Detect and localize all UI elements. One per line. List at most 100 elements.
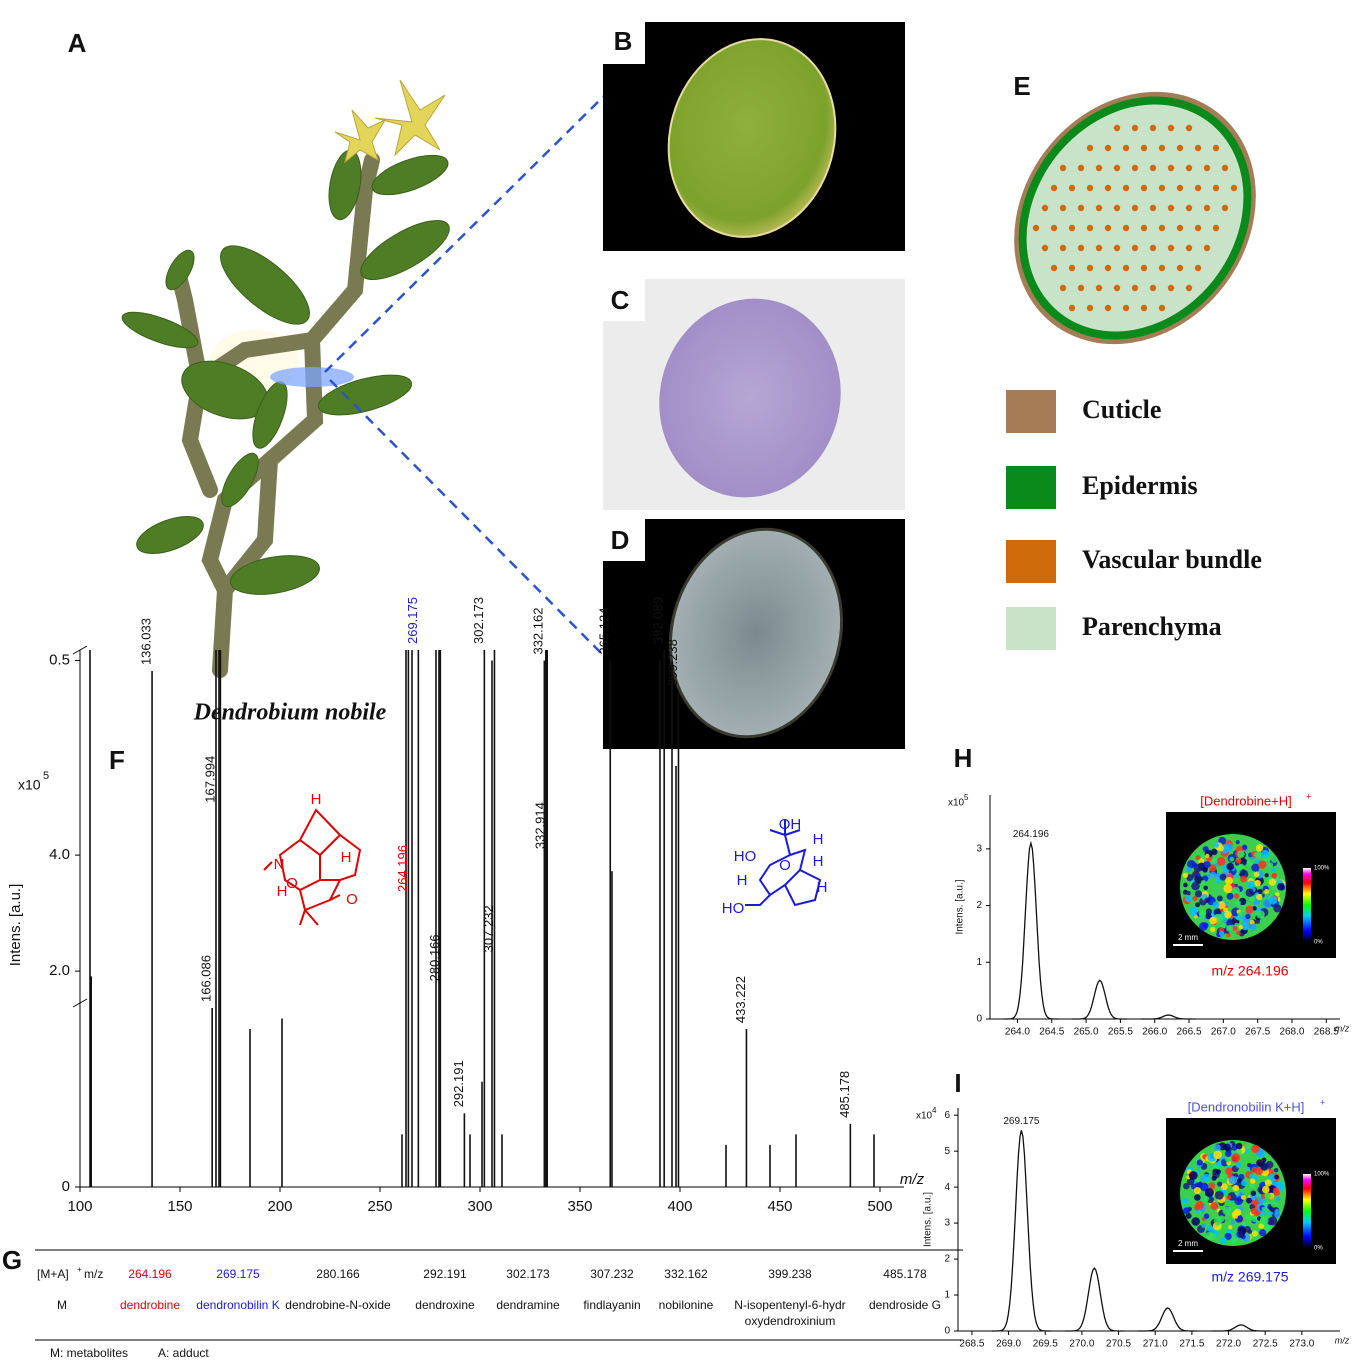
ion-image-pixel — [1271, 872, 1278, 879]
peak-label: 332.914 — [532, 802, 547, 849]
atom-label: H — [813, 831, 824, 848]
y-tick-label: 1 — [976, 957, 982, 968]
x-tick-label: 269.0 — [996, 1339, 1021, 1350]
bundle-dot — [1068, 304, 1076, 312]
ion-image-pixel — [1219, 873, 1227, 881]
image-title-sup: + — [1306, 791, 1311, 801]
label-box — [603, 279, 645, 321]
y-tick-label: 2 — [976, 900, 982, 911]
ion-image-pixel — [1261, 1206, 1266, 1211]
x-tick-label: 266.0 — [1142, 1027, 1167, 1038]
ion-image-pixel — [1187, 1206, 1193, 1212]
legend-swatch — [1006, 607, 1056, 650]
bundle-dot — [1113, 244, 1121, 252]
peak-label: 392.089 — [651, 597, 666, 644]
ion-image-pixel — [1183, 882, 1188, 888]
y-axis-label: Intens. [a.u.] — [955, 879, 966, 934]
bundle-dot — [1149, 204, 1157, 212]
x-tick-label: 272.5 — [1253, 1339, 1278, 1350]
ion-image-pixel — [1186, 874, 1194, 882]
bundle-dot — [1077, 244, 1085, 252]
ion-image-pixel — [1231, 886, 1240, 895]
ion-image-pixel — [1273, 1167, 1279, 1173]
ion-image-pixel — [1234, 1196, 1243, 1206]
ion-image-pixel — [1209, 916, 1217, 925]
atom-label: OH — [779, 816, 802, 833]
legend-label: Cuticle — [1082, 395, 1161, 424]
ion-image-pixel — [1236, 1149, 1242, 1155]
ion-image-pixel — [1187, 859, 1196, 869]
ion-image-pixel — [1222, 1206, 1231, 1216]
ion-image-pixel — [1200, 1182, 1209, 1192]
multiplier-exp: 5 — [964, 793, 969, 802]
zoom-line — [329, 379, 606, 658]
peak-label: 269.175 — [405, 597, 420, 644]
bundle-dot — [1113, 284, 1121, 292]
ion-image-pixel — [1266, 1217, 1274, 1226]
ion-image-pixel — [1218, 1215, 1225, 1223]
atom-label: H — [737, 872, 748, 889]
ion-image-pixel — [1235, 840, 1240, 845]
ion-image-pixel — [1182, 872, 1189, 879]
table-cell: dendroxine — [415, 1298, 475, 1312]
bundle-dot — [1140, 184, 1148, 192]
structure-dendrobine — [263, 808, 362, 926]
ion-image-pixel — [1203, 861, 1211, 869]
ion-image-pixel — [1253, 898, 1260, 905]
x-tick-label: 267.5 — [1245, 1027, 1270, 1038]
ion-image-pixel — [1198, 909, 1206, 917]
legend-label: Epidermis — [1082, 471, 1198, 500]
ion-image-pixel — [1256, 1159, 1264, 1167]
bundle-dot — [1086, 224, 1094, 232]
ion-image-pixel — [1232, 1184, 1240, 1192]
x-tick-label: 400 — [667, 1198, 692, 1215]
y-tick-label: 5 — [944, 1146, 950, 1157]
scale-bar-label: 2 mm — [1178, 1239, 1198, 1248]
peak-label: 264.196 — [1013, 829, 1050, 840]
ion-image-pixel — [1229, 856, 1235, 862]
bundle-dot — [1041, 204, 1049, 212]
bundle-dot — [1140, 224, 1148, 232]
x-tick-label: 269.5 — [1033, 1339, 1058, 1350]
ion-image-pixel — [1214, 1190, 1224, 1200]
ion-image-pixel — [1210, 1202, 1219, 1210]
ion-image-pixel — [1246, 880, 1255, 889]
x-tick-label: 273.0 — [1289, 1339, 1314, 1350]
x-tick-label: 270.0 — [1069, 1339, 1094, 1350]
ion-image-pixel — [1268, 896, 1278, 905]
ion-image-pixel — [1258, 1198, 1264, 1204]
panel-label: H — [954, 743, 973, 773]
row-label-sup: + — [77, 1265, 82, 1274]
panel-label: I — [954, 1068, 961, 1098]
bundle-dot — [1167, 204, 1175, 212]
bundle-dot — [1149, 284, 1157, 292]
footnote: M: metabolites — [50, 1346, 128, 1360]
bundle-dot — [1122, 144, 1130, 152]
x-axis-label: m/z — [900, 1171, 925, 1188]
bundle-dot — [1221, 204, 1229, 212]
bundle-dot — [1185, 164, 1193, 172]
x-tick-label: 271.5 — [1179, 1339, 1204, 1350]
panel-label: E — [1013, 71, 1030, 101]
legend-label: Vascular bundle — [1082, 545, 1262, 574]
ion-image-pixel — [1216, 1160, 1223, 1168]
ion-image-pixel — [1257, 888, 1263, 895]
ion-image-pixel — [1231, 877, 1239, 885]
bundle-dot — [1059, 164, 1067, 172]
ion-image-pixel — [1196, 873, 1201, 878]
ion-image-pixel — [1198, 858, 1205, 865]
ion-image-pixel — [1184, 1199, 1189, 1204]
bundle-dot — [1221, 164, 1229, 172]
panel-label: F — [109, 745, 125, 775]
table-cell: 485.178 — [883, 1267, 927, 1281]
bundle-dot — [1194, 144, 1202, 152]
bundle-dot — [1185, 284, 1193, 292]
ion-image-pixel — [1217, 1181, 1223, 1187]
bundle-dot — [1194, 224, 1202, 232]
ion-image-pixel — [1196, 1168, 1201, 1174]
x-tick-label: 270.5 — [1106, 1339, 1131, 1350]
ion-image-pixel — [1194, 1194, 1201, 1201]
peak-label: 433.222 — [733, 976, 748, 1023]
y-tick-label: 0 — [976, 1014, 982, 1025]
bundle-dot — [1167, 164, 1175, 172]
